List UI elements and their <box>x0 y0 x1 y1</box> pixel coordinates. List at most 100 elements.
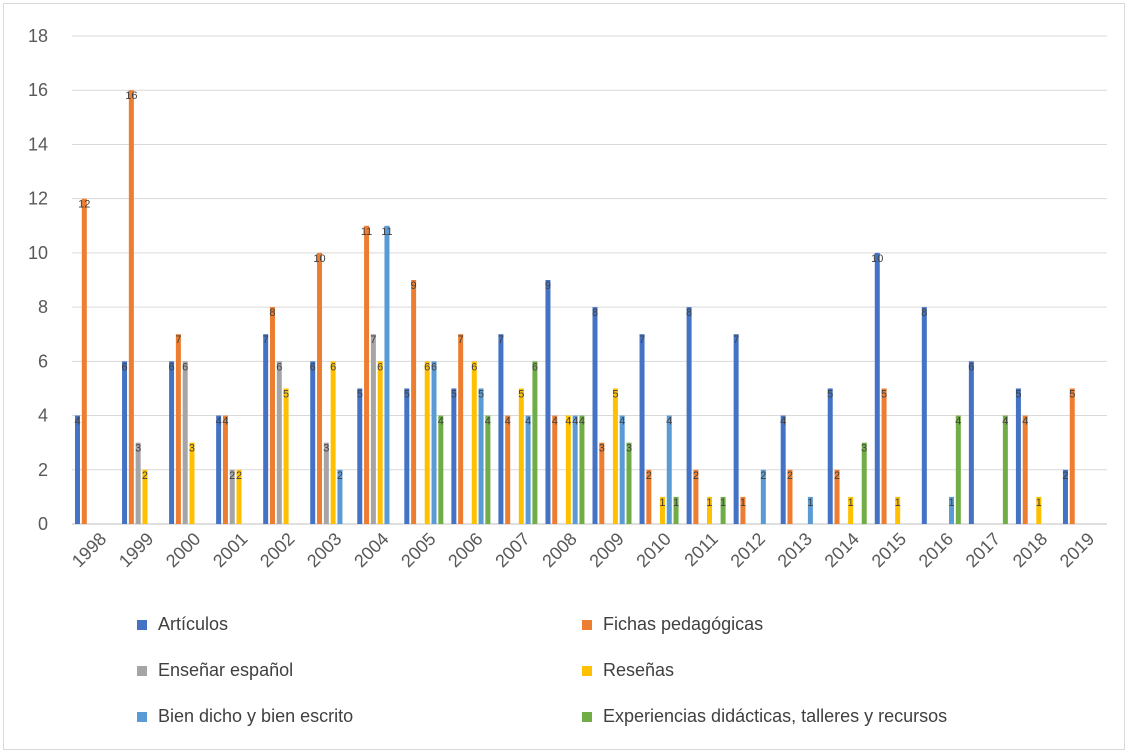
bar <box>222 415 228 524</box>
data-label: 1 <box>807 497 813 509</box>
data-label: 4 <box>552 416 558 428</box>
data-label: 1 <box>895 497 901 509</box>
data-label: 4 <box>666 416 672 428</box>
x-tick-label: 2016 <box>915 529 957 571</box>
data-label: 5 <box>881 388 887 400</box>
data-label: 8 <box>269 307 275 319</box>
data-label: 5 <box>1015 388 1021 400</box>
bar <box>1069 388 1075 524</box>
bar <box>370 334 376 524</box>
data-label: 1 <box>1036 497 1042 509</box>
bar <box>404 388 410 524</box>
data-label: 4 <box>74 416 80 428</box>
bar <box>1022 415 1028 524</box>
bar <box>169 361 175 524</box>
x-tick-label: 2014 <box>821 529 863 571</box>
data-label: 1 <box>740 497 746 509</box>
bar <box>310 361 316 524</box>
legend-swatch <box>137 620 147 630</box>
bar <box>236 469 242 524</box>
bar <box>317 252 323 524</box>
gridlines <box>72 35 1107 525</box>
y-tick-label: 12 <box>28 189 48 209</box>
data-label: 2 <box>337 470 343 482</box>
data-label: 5 <box>1069 388 1075 400</box>
bar <box>458 334 464 524</box>
data-label: 12 <box>78 199 90 211</box>
bar <box>122 361 128 524</box>
legend-label: Artículos <box>158 614 228 634</box>
data-label: 1 <box>659 497 665 509</box>
data-label: 5 <box>404 388 410 400</box>
bar <box>142 469 148 524</box>
bar <box>216 415 222 524</box>
y-tick-label: 6 <box>38 351 48 371</box>
x-tick-label: 2010 <box>632 529 674 571</box>
bar <box>411 280 417 524</box>
legend-label: Bien dicho y bien escrito <box>158 706 353 726</box>
bar <box>135 442 141 524</box>
bar <box>357 388 363 524</box>
x-tick-label: 2013 <box>774 529 816 571</box>
data-label: 4 <box>572 416 578 428</box>
data-label: 2 <box>646 470 652 482</box>
bar <box>81 198 87 524</box>
data-label: 6 <box>377 361 383 373</box>
data-label: 6 <box>276 361 282 373</box>
y-tick-label: 4 <box>38 406 48 426</box>
bar <box>968 361 974 524</box>
legend-swatch <box>582 712 592 722</box>
data-label: 6 <box>182 361 188 373</box>
bar <box>471 361 477 524</box>
data-label: 3 <box>626 443 632 455</box>
bar <box>626 442 632 524</box>
bar <box>780 415 786 524</box>
data-label: 6 <box>471 361 477 373</box>
y-tick-label: 16 <box>28 80 48 100</box>
data-label: 2 <box>142 470 148 482</box>
bar <box>874 252 880 524</box>
data-label: 4 <box>525 416 531 428</box>
bar <box>861 442 867 524</box>
data-label: 8 <box>686 307 692 319</box>
bar <box>1036 496 1042 524</box>
data-label: 7 <box>639 334 645 346</box>
data-label: 4 <box>505 416 511 428</box>
x-tick-label: 2000 <box>162 529 204 571</box>
x-tick-label: 2003 <box>303 529 345 571</box>
bar <box>949 496 955 524</box>
x-tick-label: 2002 <box>256 529 298 571</box>
data-label: 5 <box>827 388 833 400</box>
data-label: 10 <box>871 253 883 265</box>
data-label: 5 <box>518 388 524 400</box>
bar <box>384 225 390 524</box>
bar <box>263 334 269 524</box>
bar <box>525 415 531 524</box>
data-label: 9 <box>411 280 417 292</box>
data-label: 7 <box>458 334 464 346</box>
x-tick-label: 2007 <box>491 529 533 571</box>
data-label: 7 <box>175 334 181 346</box>
chart-frame <box>3 3 1125 750</box>
data-label: 4 <box>619 416 625 428</box>
data-label: 4 <box>955 416 961 428</box>
y-tick-label: 10 <box>28 243 48 263</box>
legend-swatch <box>582 666 592 676</box>
data-label: 2 <box>229 470 235 482</box>
data-label: 10 <box>313 253 325 265</box>
data-label: 3 <box>135 443 141 455</box>
legend-label: Fichas pedagógicas <box>603 614 763 634</box>
bar <box>330 361 336 524</box>
x-tick-label: 2004 <box>350 529 392 571</box>
bar <box>545 280 551 524</box>
bar <box>895 496 901 524</box>
data-label: 2 <box>787 470 793 482</box>
data-label: 4 <box>438 416 444 428</box>
bar <box>431 361 437 524</box>
data-label: 2 <box>693 470 699 482</box>
x-tick-label: 1998 <box>68 529 110 571</box>
bar <box>323 442 329 524</box>
data-label: 4 <box>485 416 491 428</box>
bar <box>1015 388 1021 524</box>
